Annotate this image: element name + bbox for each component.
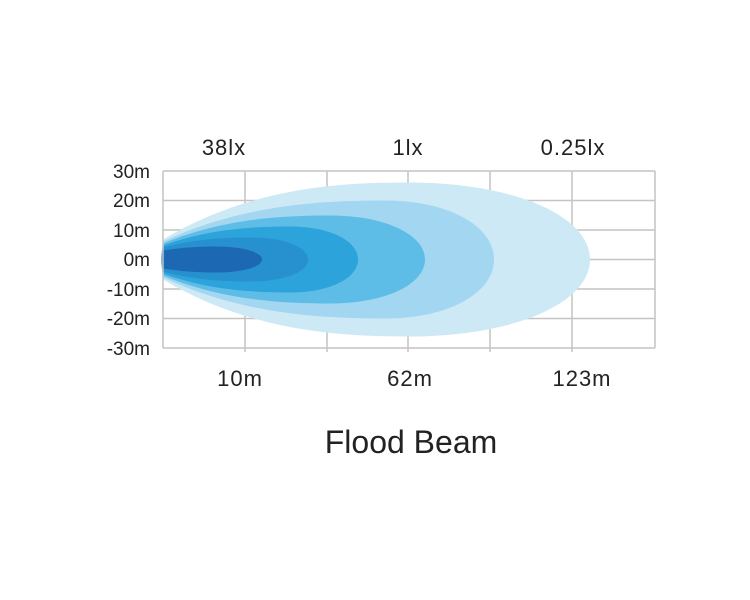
x-tick-label-123m: 123m bbox=[552, 366, 611, 391]
y-tick-label: -20m bbox=[107, 309, 150, 330]
y-tick-label: 10m bbox=[113, 221, 150, 242]
y-tick-label: -10m bbox=[107, 280, 150, 301]
y-tick-label: -30m bbox=[107, 339, 150, 360]
y-tick-label: 20m bbox=[113, 191, 150, 212]
lux-label-0-25lx: 0.25lx bbox=[541, 135, 606, 160]
y-tick-label: 0m bbox=[124, 250, 150, 271]
beam-contour-6 bbox=[161, 246, 262, 273]
x-tick-label-62m: 62m bbox=[387, 366, 433, 391]
lux-label-1lx: 1lx bbox=[392, 135, 423, 160]
beam-contours bbox=[161, 182, 590, 337]
chart-title: Flood Beam bbox=[325, 424, 498, 460]
x-tick-label-10m: 10m bbox=[217, 366, 263, 391]
lux-label-38lx: 38lx bbox=[202, 135, 246, 160]
grid-frame bbox=[162, 170, 656, 352]
y-tick-label: 30m bbox=[113, 162, 150, 183]
